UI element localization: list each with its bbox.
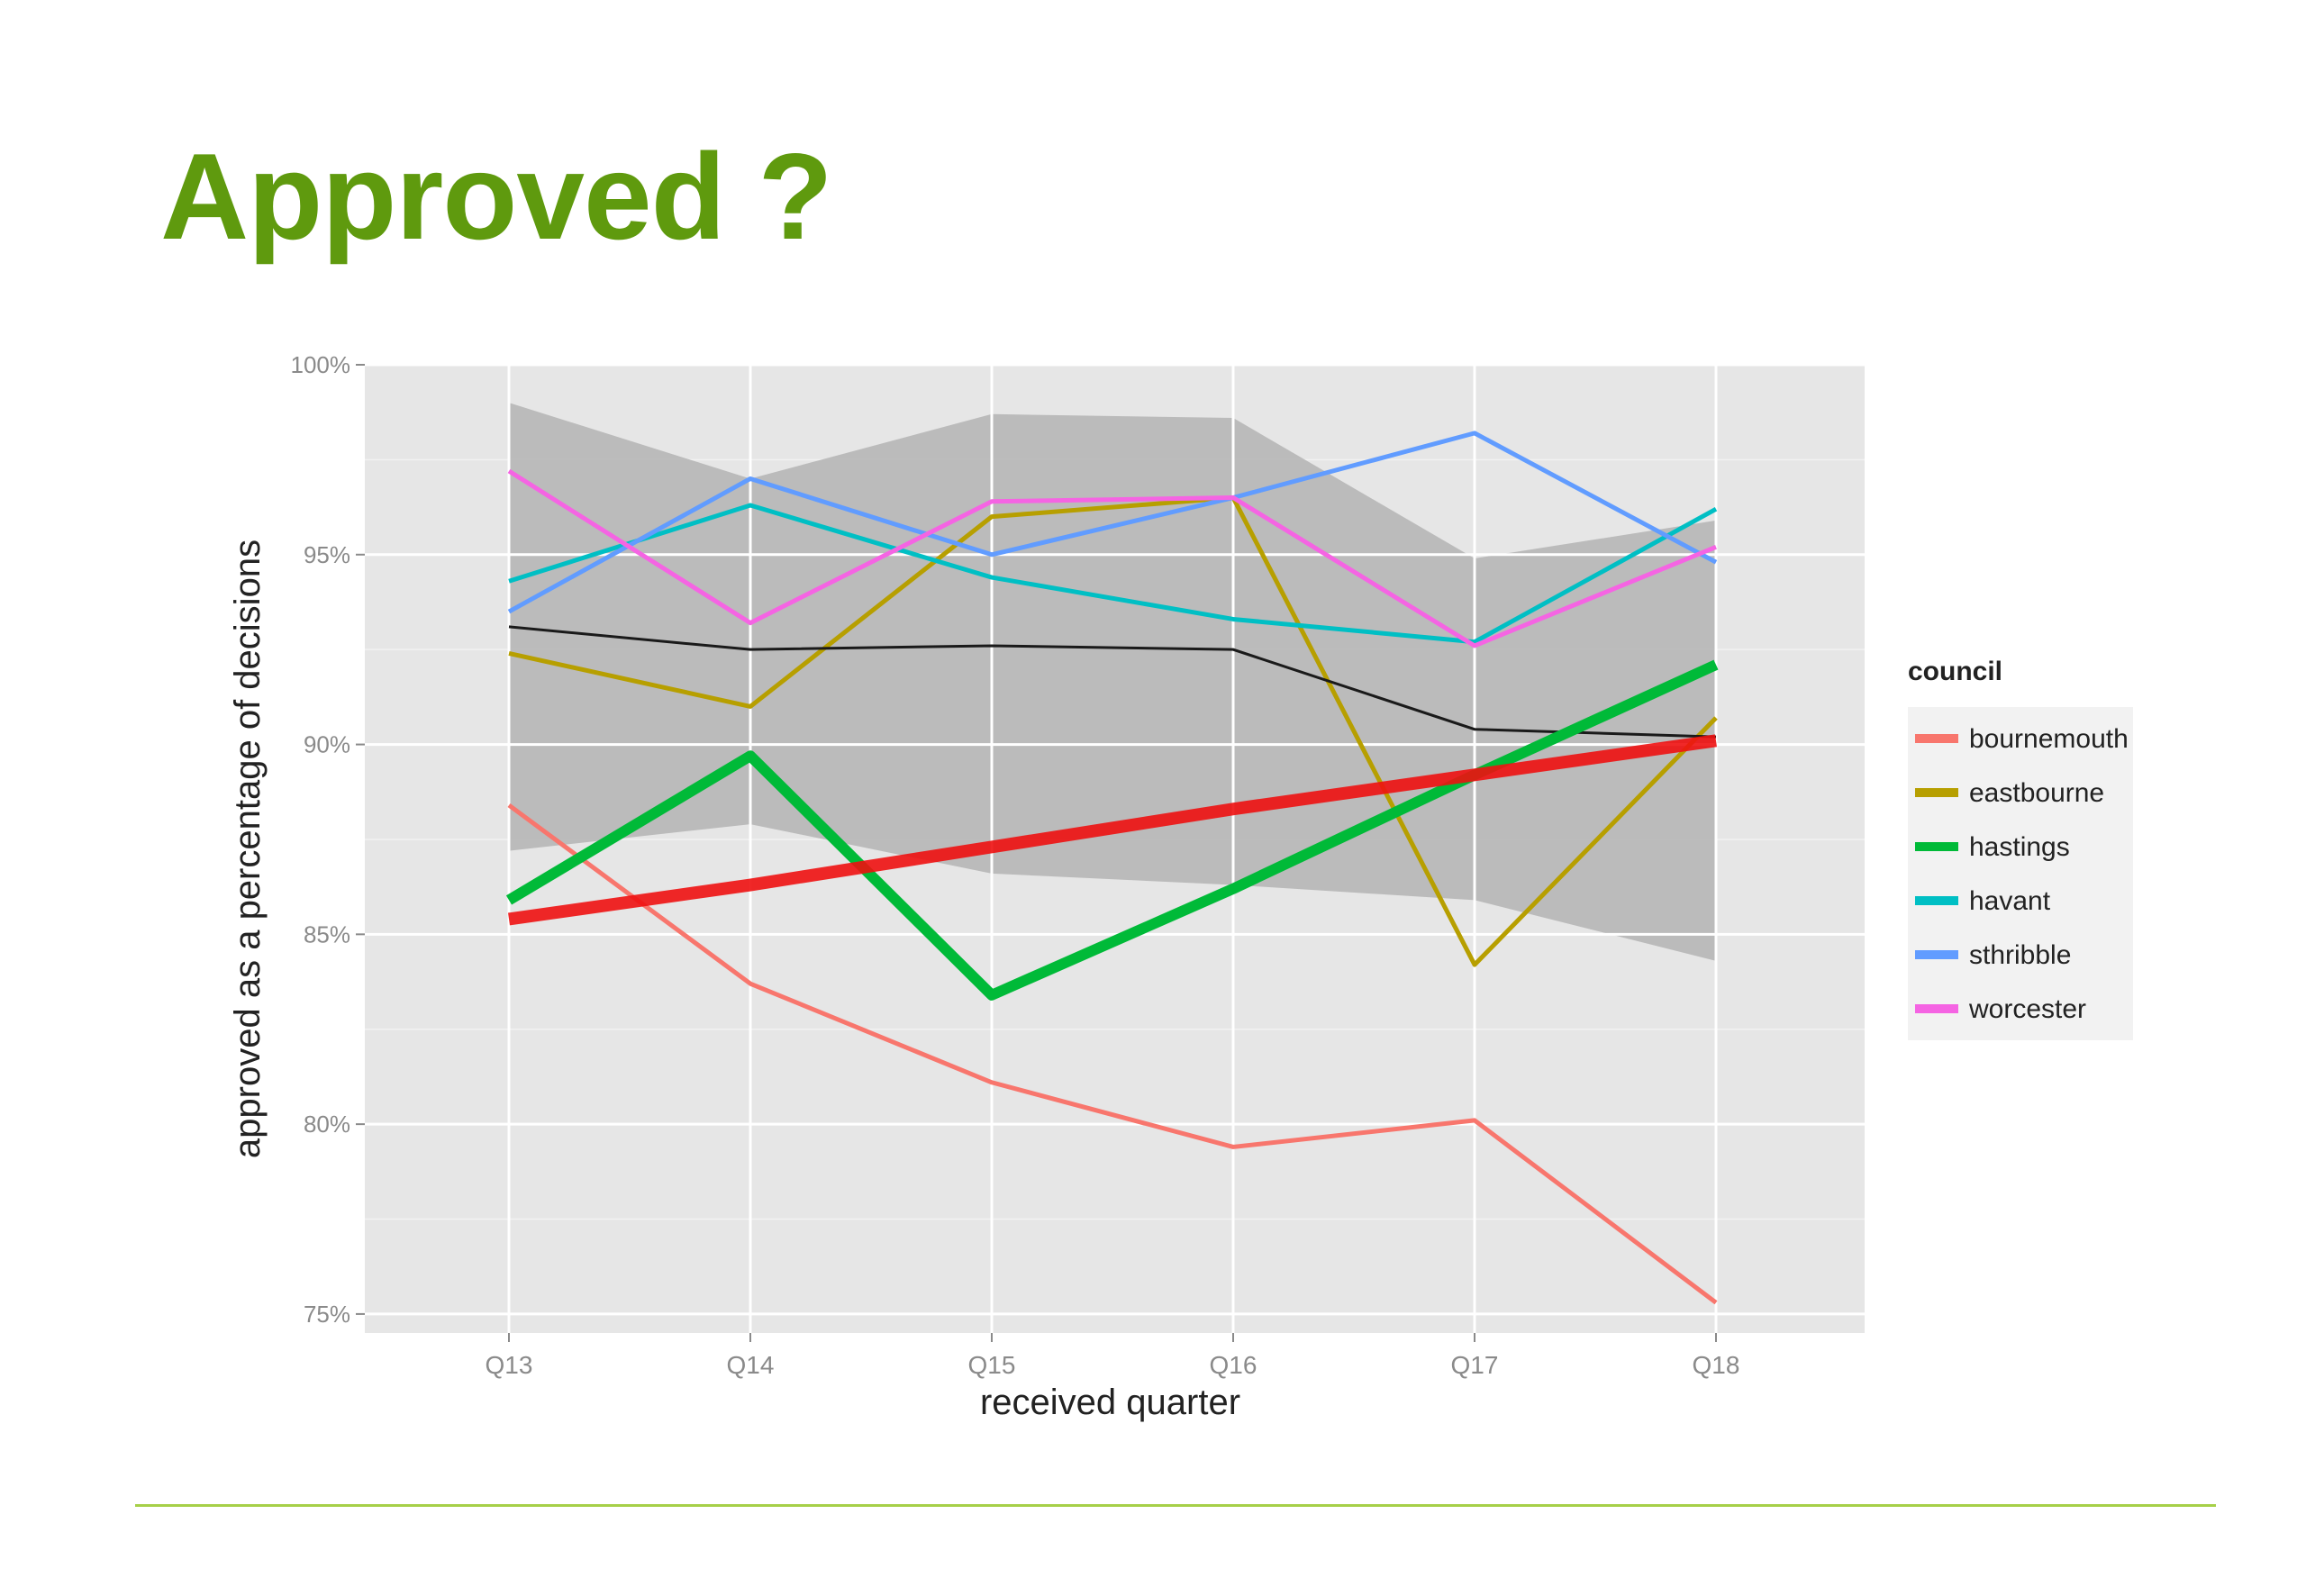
legend-label: bournemouth (1969, 724, 2129, 754)
legend-item-hastings: hastings (1911, 830, 2070, 863)
x-tick-label: Q16 (1210, 1351, 1257, 1379)
y-tick-label: 80% (304, 1111, 350, 1138)
x-tick-label: Q14 (727, 1351, 775, 1379)
series-layer (505, 431, 1719, 1305)
slide-title: Approved ? (160, 128, 833, 265)
series-line-hastings (505, 659, 1719, 1001)
major-gridlines (365, 363, 1865, 1333)
x-tick-label: Q13 (486, 1351, 533, 1379)
series-line-sthribble (507, 431, 1718, 614)
x-tick-label: Q17 (1451, 1351, 1499, 1379)
y-tick-label: 100% (291, 351, 351, 378)
series-line-bournemouth (507, 803, 1718, 1305)
y-axis-title: approved as a percentage of decisions (228, 540, 268, 1158)
legend-item-worcester: worcester (1911, 993, 2086, 1025)
y-tick-label: 90% (304, 731, 350, 758)
y-tick-label: 75% (304, 1301, 350, 1328)
y-axis-ticks: 75% 80% 85% 90% 95% 100% (291, 351, 365, 1328)
series-line-worcester (507, 468, 1717, 648)
legend-items: bournemouth eastbourne hastings havant sthri… (1911, 722, 2129, 1025)
legend-item-sthribble: sthribble (1911, 939, 2071, 971)
x-tick-label: Q18 (1693, 1351, 1740, 1379)
legend-item-eastbourne: eastbourne (1911, 776, 2104, 809)
legend-label: worcester (1968, 994, 2086, 1024)
series-line-eastbourne (508, 495, 1718, 967)
legend-label: havant (1969, 886, 2051, 916)
x-axis-title: received quarter (980, 1383, 1240, 1422)
footer-divider (135, 1504, 2216, 1507)
legend-item-havant: havant (1911, 884, 2051, 917)
mean-line (508, 625, 1717, 739)
legend-label: eastbourne (1969, 778, 2104, 808)
series-line-havant (508, 503, 1718, 645)
y-tick-label: 95% (304, 541, 350, 568)
y-tick-label: 85% (304, 920, 350, 948)
legend-label: hastings (1969, 832, 2070, 862)
approval-chart: 75% 80% 85% 90% 95% 100% Q13 Q14 Q15 Q16 Q17 Q18 r… (228, 351, 2133, 1422)
legend-label: sthribble (1969, 940, 2071, 970)
legend-title: council (1908, 657, 2002, 686)
trend-line (508, 734, 1717, 926)
x-tick-label: Q15 (968, 1351, 1016, 1379)
legend-background (1908, 707, 2133, 1040)
legend-item-bournemouth: bournemouth (1911, 722, 2129, 755)
legend: council bournemouth eastbourne hastings hav… (1908, 657, 2133, 1040)
x-axis-ticks: Q13 Q14 Q15 Q16 Q17 Q18 (486, 1333, 1740, 1379)
